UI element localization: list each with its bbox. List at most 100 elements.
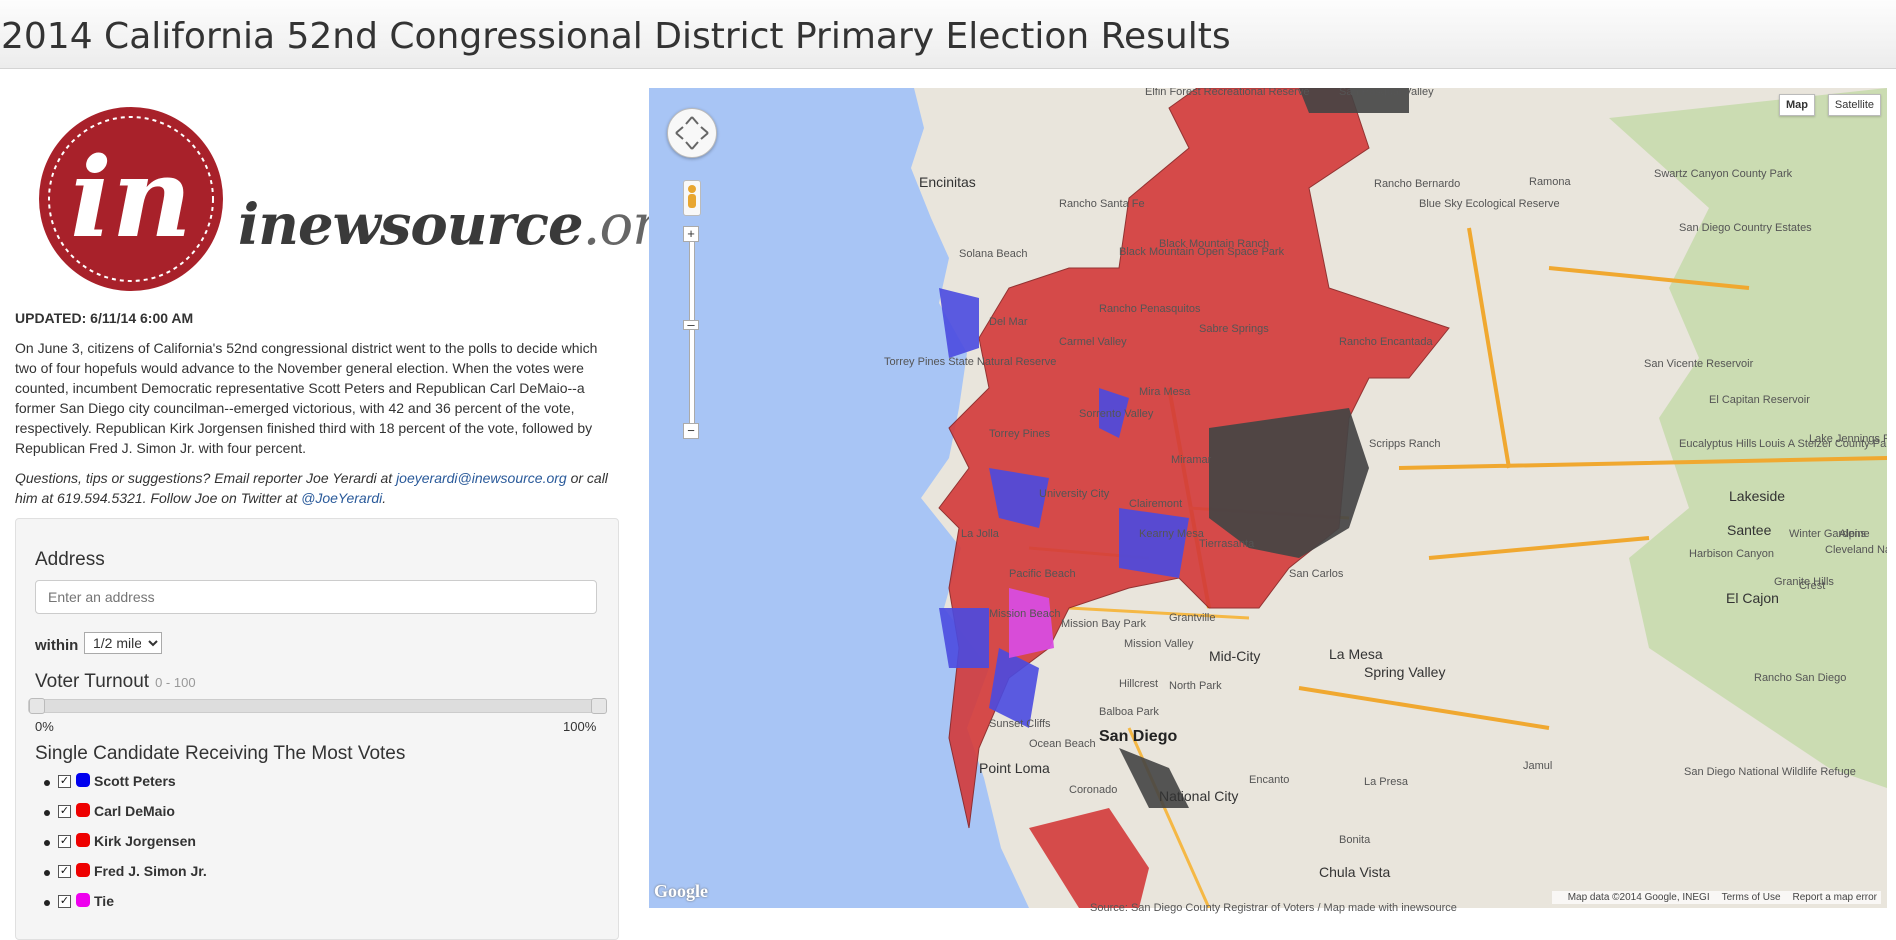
map-place-label: Miramar bbox=[1171, 454, 1212, 466]
map-place-label: Alpine bbox=[1839, 528, 1870, 540]
pan-control[interactable] bbox=[667, 108, 717, 158]
bullet-icon bbox=[44, 900, 50, 906]
voter-turnout-range: 0 - 100 bbox=[155, 675, 196, 690]
twitter-link[interactable]: @JoeYerardi bbox=[301, 490, 383, 506]
map-attribution: Map data ©2014 Google, INEGI Terms of Use… bbox=[1551, 891, 1881, 904]
candidate-name: Carl DeMaio bbox=[94, 803, 175, 819]
contact-paragraph: Questions, tips or suggestions? Email re… bbox=[15, 468, 630, 508]
map-place-label: La Jolla bbox=[961, 528, 999, 540]
candidate-item: ✓ Tie bbox=[44, 893, 344, 915]
street-view-pegman-icon[interactable] bbox=[683, 180, 701, 216]
election-map[interactable]: Map Satellite + – − Elfin Forest Recreat… bbox=[649, 88, 1887, 908]
turnout-slider-max-handle[interactable] bbox=[591, 698, 607, 714]
sidebar: in inewsource.org UPDATED: 6/11/14 6:00 … bbox=[0, 68, 694, 940]
candidate-checkbox[interactable]: ✓ bbox=[58, 835, 71, 848]
turnout-min-label: 0% bbox=[35, 719, 54, 734]
within-label: within bbox=[35, 637, 79, 654]
turnout-slider-min-handle[interactable] bbox=[29, 698, 45, 714]
candidate-color-swatch bbox=[76, 803, 90, 817]
map-place-label: Cleveland National Forest bbox=[1825, 544, 1887, 556]
candidate-item: ✓ Kirk Jorgensen bbox=[44, 833, 344, 855]
candidate-checkbox[interactable]: ✓ bbox=[58, 865, 71, 878]
bullet-icon bbox=[44, 870, 50, 876]
map-place-label: Mission Bay Park bbox=[1061, 618, 1146, 630]
map-place-label: Santee bbox=[1727, 522, 1772, 538]
zoom-slider-handle[interactable]: – bbox=[683, 318, 699, 331]
turnout-slider[interactable] bbox=[28, 698, 607, 714]
inewsource-logo[interactable]: in inewsource.org bbox=[38, 106, 694, 292]
map-place-label: El Capitan Reservoir bbox=[1709, 394, 1810, 406]
forest-area bbox=[1609, 88, 1887, 788]
map-place-label: San Vicente Reservoir bbox=[1644, 358, 1754, 370]
map-canvas bbox=[649, 88, 1887, 908]
pan-arrows-icon bbox=[675, 116, 709, 150]
map-place-label: San Carlos bbox=[1289, 568, 1344, 580]
source-note: Source: San Diego County Registrar of Vo… bbox=[1090, 902, 1457, 914]
map-place-label: University City bbox=[1039, 488, 1110, 500]
district-gray-south bbox=[1119, 748, 1189, 808]
map-place-label: Carmel Valley bbox=[1059, 336, 1127, 348]
zoom-out-button[interactable]: − bbox=[683, 423, 699, 439]
map-place-label: Bonita bbox=[1339, 834, 1371, 846]
map-place-label: Clairemont bbox=[1129, 498, 1183, 510]
report-map-error-link[interactable]: Report a map error bbox=[1792, 892, 1877, 903]
map-place-label: Sabre Springs bbox=[1199, 323, 1269, 335]
map-place-label: Mission Valley bbox=[1124, 638, 1194, 650]
map-place-label: Sunset Cliffs bbox=[989, 718, 1051, 730]
map-type-map-button[interactable]: Map bbox=[1779, 94, 1815, 116]
map-place-label: San Diego National Wildlife Refuge bbox=[1684, 766, 1856, 778]
candidate-name: Kirk Jorgensen bbox=[94, 833, 196, 849]
map-place-label: Torrey Pines State Natural Reserve bbox=[884, 356, 1057, 368]
map-place-label: Blue Sky Ecological Reserve bbox=[1419, 198, 1560, 210]
district-blue-areas bbox=[939, 288, 1189, 728]
district-red-south bbox=[1029, 808, 1149, 908]
map-place-label: Black Mountain Open Space Park bbox=[1119, 246, 1285, 258]
district-gray-north bbox=[1299, 88, 1409, 113]
email-link[interactable]: joeyerardi@inewsource.org bbox=[396, 470, 567, 486]
candidate-name: Scott Peters bbox=[94, 773, 176, 789]
updated-timestamp: UPDATED: 6/11/14 6:00 AM bbox=[15, 310, 194, 326]
map-place-label: San Diego bbox=[1099, 728, 1178, 745]
map-place-label: Mira Mesa bbox=[1139, 386, 1191, 398]
map-place-label: Rancho Encantada bbox=[1339, 336, 1433, 348]
candidate-checkbox[interactable]: ✓ bbox=[58, 805, 71, 818]
turnout-max-label: 100% bbox=[563, 719, 597, 734]
candidate-name: Fred J. Simon Jr. bbox=[94, 863, 207, 879]
bullet-icon bbox=[44, 780, 50, 786]
candidate-item: ✓ Fred J. Simon Jr. bbox=[44, 863, 344, 885]
map-place-label: Rancho Bernardo bbox=[1374, 178, 1461, 190]
map-place-label: Spring Valley bbox=[1364, 664, 1446, 680]
candidate-color-swatch bbox=[76, 893, 90, 907]
map-place-label: Scripps Ranch bbox=[1369, 438, 1441, 450]
map-place-label: Pacific Beach bbox=[1009, 568, 1076, 580]
map-place-label: Encinitas bbox=[919, 174, 976, 190]
map-place-label: Rancho Santa Fe bbox=[1059, 198, 1145, 210]
map-place-label: La Mesa bbox=[1329, 646, 1383, 662]
map-place-label: Chula Vista bbox=[1319, 864, 1391, 880]
map-place-label: Encanto bbox=[1249, 774, 1290, 786]
candidate-color-swatch bbox=[76, 773, 90, 787]
zoom-in-button[interactable]: + bbox=[683, 226, 699, 242]
map-place-label: Grantville bbox=[1169, 612, 1216, 624]
map-place-label: Harbison Canyon bbox=[1689, 548, 1774, 560]
distance-select[interactable]: 1/2 mile bbox=[84, 632, 162, 654]
contact-middle: or call him at 619.594.5321. Follow Joe … bbox=[15, 470, 608, 506]
map-place-label: Ocean Beach bbox=[1029, 738, 1096, 750]
filter-panel: Address within 1/2 mile Voter Turnout 0 -… bbox=[15, 518, 619, 940]
candidate-checkbox[interactable]: ✓ bbox=[58, 775, 71, 788]
google-logo[interactable]: Google bbox=[654, 881, 708, 901]
map-place-label: Black Mountain Ranch bbox=[1159, 238, 1270, 250]
map-place-label: Tierrasanta bbox=[1199, 538, 1255, 550]
address-input[interactable] bbox=[35, 580, 597, 614]
candidate-color-swatch bbox=[76, 833, 90, 847]
voter-turnout-label: Voter Turnout bbox=[35, 671, 150, 692]
map-place-label: San Pasqual Valley bbox=[1339, 88, 1434, 98]
terms-of-use-link[interactable]: Terms of Use bbox=[1721, 892, 1781, 903]
map-place-label: Rancho San Diego bbox=[1754, 672, 1847, 684]
bullet-icon bbox=[44, 840, 50, 846]
candidate-checkbox[interactable]: ✓ bbox=[58, 895, 71, 908]
map-type-satellite-button[interactable]: Satellite bbox=[1827, 94, 1881, 116]
map-place-label: Hillcrest bbox=[1119, 678, 1159, 690]
ocean-area bbox=[649, 88, 1029, 908]
map-place-label: Solana Beach bbox=[959, 248, 1028, 260]
